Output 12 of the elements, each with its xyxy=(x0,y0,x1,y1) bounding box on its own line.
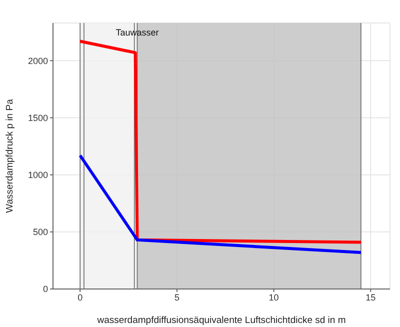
y-tick-label: 500 xyxy=(32,227,48,238)
x-axis-title: wasserdampfdiffusionsäquivalente Luftschichtdicke sd in m xyxy=(96,315,346,326)
y-tick-label: 0 xyxy=(42,284,48,294)
x-tick-label: 0 xyxy=(78,292,83,302)
y-tick-label: 1000 xyxy=(28,170,48,180)
annotation: Tauwasser xyxy=(116,27,159,38)
x-tick-label: 15 xyxy=(366,292,376,302)
y-tick-label: 1500 xyxy=(28,112,48,123)
x-tick-label: 5 xyxy=(174,292,180,302)
y-tick-label: 2000 xyxy=(28,56,48,66)
y-axis-title: Wasserdampfdruck p in Pa xyxy=(4,98,16,213)
x-tick-label: 10 xyxy=(268,292,279,302)
